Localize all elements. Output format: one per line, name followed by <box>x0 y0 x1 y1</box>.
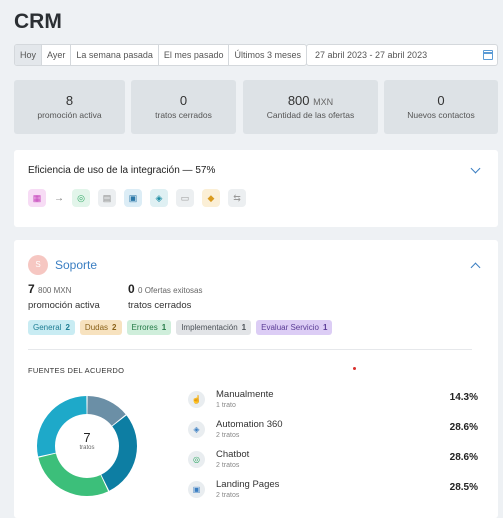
stat-active-promotions: 8 promoción activa <box>14 80 125 134</box>
source-row-landing[interactable]: ▣ Landing Pages 2 tratos 28.5% <box>188 479 488 505</box>
donut-slice-manualmente[interactable] <box>87 396 126 426</box>
source-row-chatbot[interactable]: ◎ Chatbot 2 tratos 28.6% <box>188 449 488 475</box>
closed-deals-metric: 0 0 Ofertas exitosas <box>128 282 203 296</box>
tag-count: 2 <box>65 323 70 332</box>
tab-today[interactable]: Hoy <box>15 45 43 65</box>
deal-sources-donut <box>37 396 137 496</box>
source-percent: 28.5% <box>449 482 478 493</box>
divider <box>28 349 472 350</box>
closed-label: tratos cerrados <box>128 300 192 311</box>
tag-label: Evaluar Servicio <box>261 323 319 332</box>
automation-icon: ◈ <box>188 421 205 438</box>
chatbot-icon[interactable]: ◎ <box>72 189 90 207</box>
automation-icon[interactable]: ◈ <box>150 189 168 207</box>
status-dot <box>353 367 356 370</box>
closed-sub: 0 Ofertas exitosas <box>138 286 203 295</box>
landing-icon: ▣ <box>188 481 205 498</box>
stat-label: tratos cerrados <box>155 110 212 120</box>
donut-slice-landing-pages[interactable] <box>37 396 87 457</box>
graduation-cap-icon[interactable]: ◆ <box>202 189 220 207</box>
date-range-value: 27 abril 2023 - 27 abril 2023 <box>315 50 428 60</box>
tag-count: 1 <box>161 323 167 332</box>
source-percent: 28.6% <box>449 452 478 463</box>
source-name: Chatbot <box>216 449 250 460</box>
donut-total: 7 <box>83 430 91 445</box>
chevron-up-icon[interactable] <box>470 262 481 273</box>
stat-value: 8 <box>65 93 74 108</box>
donut-center: 7 tratos <box>36 430 138 451</box>
stat-value: 0 <box>179 93 188 108</box>
tab-last-3-months[interactable]: Últimos 3 meses <box>234 50 301 60</box>
efficiency-title: Eficiencia de uso de la integración — 57… <box>28 165 216 176</box>
page-title: CRM <box>14 10 62 33</box>
tag-label: Implementación <box>181 323 238 332</box>
source-percent: 14.3% <box>449 392 478 403</box>
stat-label: promoción activa <box>37 110 102 120</box>
stat-value: 800 <box>287 93 310 108</box>
stat-value: 0 <box>437 93 445 108</box>
source-count: 2 tratos <box>216 432 240 439</box>
tag-label: Dudas <box>84 323 109 332</box>
tag-count: 1 <box>322 323 328 332</box>
tag-evaluar-servicio[interactable]: Evaluar Servicio 1 <box>256 320 333 335</box>
stat-new-contacts: 0 Nuevos contactos <box>384 80 498 134</box>
stat-closed-deals: 0 tratos cerrados <box>131 80 236 134</box>
tab-last-month[interactable]: El mes pasado <box>159 45 230 65</box>
active-count: 7 <box>28 282 35 296</box>
wallet-icon[interactable]: ▭ <box>176 189 194 207</box>
chevron-down-icon[interactable] <box>470 163 481 174</box>
source-count: 1 trato <box>216 402 236 409</box>
calendar-icon[interactable] <box>483 50 493 60</box>
form-icon[interactable]: ▤ <box>98 189 116 207</box>
donut-total-unit: tratos <box>79 445 95 451</box>
tag-label: General <box>33 323 62 332</box>
date-range-tabs: Hoy Ayer La semana pasada El mes pasado … <box>14 44 307 66</box>
stat-label: Nuevos contactos <box>407 110 475 120</box>
tag-label: Errores <box>131 323 158 332</box>
source-row-automation[interactable]: ◈ Automation 360 2 tratos 28.6% <box>188 419 488 445</box>
calendar-integration-icon[interactable]: ▦ <box>28 189 46 207</box>
arrow-right-icon: → <box>54 192 64 204</box>
tag-general[interactable]: General 2 <box>28 320 75 335</box>
source-count: 2 tratos <box>216 492 240 499</box>
integration-steps: ▦ → ◎ ▤ ▣ ◈ ▭ ◆ ⇆ <box>28 189 254 207</box>
source-count: 2 tratos <box>216 462 240 469</box>
transfer-icon[interactable]: ⇆ <box>228 189 246 207</box>
stat-label: Cantidad de las ofertas <box>266 110 355 120</box>
stat-unit: MXN <box>313 97 334 107</box>
support-pipeline-card: S Soporte 7 800 MXN promoción activa 0 0… <box>14 240 498 518</box>
tag-dudas[interactable]: Dudas 2 <box>79 320 122 335</box>
integration-efficiency-card: Eficiencia de uso de la integración — 57… <box>14 150 498 227</box>
donut-slice-automation-360[interactable] <box>101 415 137 491</box>
source-name: Landing Pages <box>216 479 280 490</box>
landing-icon[interactable]: ▣ <box>124 189 142 207</box>
active-promotions-metric: 7 800 MXN <box>28 282 71 296</box>
hand-icon: ☝ <box>188 391 205 408</box>
date-range-picker[interactable]: 27 abril 2023 - 27 abril 2023 <box>306 44 498 66</box>
active-amount: 800 MXN <box>38 286 72 295</box>
stat-offers-amount: 800 MXN Cantidad de las ofertas <box>243 80 378 134</box>
donut-slice-chatbot[interactable] <box>38 453 109 496</box>
source-row-manual[interactable]: ☝ Manualmente 1 trato 14.3% <box>188 389 488 415</box>
source-percent: 28.6% <box>449 422 478 433</box>
active-label: promoción activa <box>28 300 100 311</box>
tag-list: General 2 Dudas 2 Errores 1 Implementación 1… <box>28 320 337 335</box>
tag-implementacion[interactable]: Implementación 1 <box>176 320 252 335</box>
sources-title: FUENTES DEL ACUERDO <box>28 366 125 375</box>
closed-count: 0 <box>128 282 135 296</box>
tag-count: 1 <box>241 323 247 332</box>
source-name: Automation 360 <box>216 419 283 430</box>
tab-last-week[interactable]: La semana pasada <box>71 45 159 65</box>
chatbot-icon: ◎ <box>188 451 205 468</box>
source-name: Manualmente <box>216 389 274 400</box>
tag-count: 2 <box>112 323 117 332</box>
avatar: S <box>28 255 48 275</box>
tab-yesterday[interactable]: Ayer <box>42 45 72 65</box>
pipeline-name[interactable]: Soporte <box>55 258 98 272</box>
tag-errores[interactable]: Errores 1 <box>126 320 172 335</box>
